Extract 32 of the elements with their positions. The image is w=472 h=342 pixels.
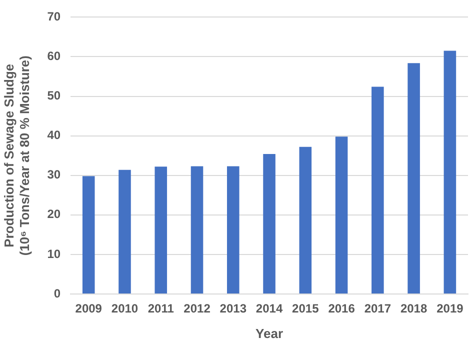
x-tick-label: 2009 [75, 302, 102, 316]
x-tick-label: 2013 [220, 302, 247, 316]
y-tick-label: 30 [47, 168, 61, 182]
bar [299, 146, 312, 294]
x-tick-label: 2018 [400, 302, 428, 316]
x-tick-label: 2017 [364, 302, 392, 316]
x-axis-title: Year [256, 326, 284, 341]
x-tick-label: 2014 [256, 302, 283, 316]
x-tick-label: 2010 [111, 302, 138, 316]
x-tick-label: 2011 [148, 302, 174, 316]
y-tick-label: 40 [47, 128, 61, 142]
y-tick-label: 0 [54, 286, 61, 300]
bar [118, 170, 131, 294]
bar [154, 166, 168, 294]
bar [372, 86, 384, 294]
y-axis-title: Production of Sewage Sludge (10⁶ Tons/Year at 80 % Moisture) [1, 56, 32, 256]
bar [335, 136, 348, 294]
bar [408, 63, 420, 294]
x-tick-label: 2019 [436, 302, 464, 316]
bar [190, 166, 204, 294]
y-tick-label: 70 [47, 10, 61, 24]
bar [227, 166, 240, 294]
y-tick-label: 20 [47, 207, 61, 222]
y-tick-label: 50 [47, 88, 61, 103]
bar [82, 176, 95, 294]
bar [263, 154, 276, 294]
y-tick-label: 10 [47, 246, 61, 261]
y-tick-label: 60 [47, 49, 61, 64]
x-tick-label: 2012 [184, 302, 211, 316]
bar [444, 50, 456, 294]
x-tick-label: 2016 [328, 302, 356, 316]
x-tick-label: 2015 [292, 302, 320, 316]
